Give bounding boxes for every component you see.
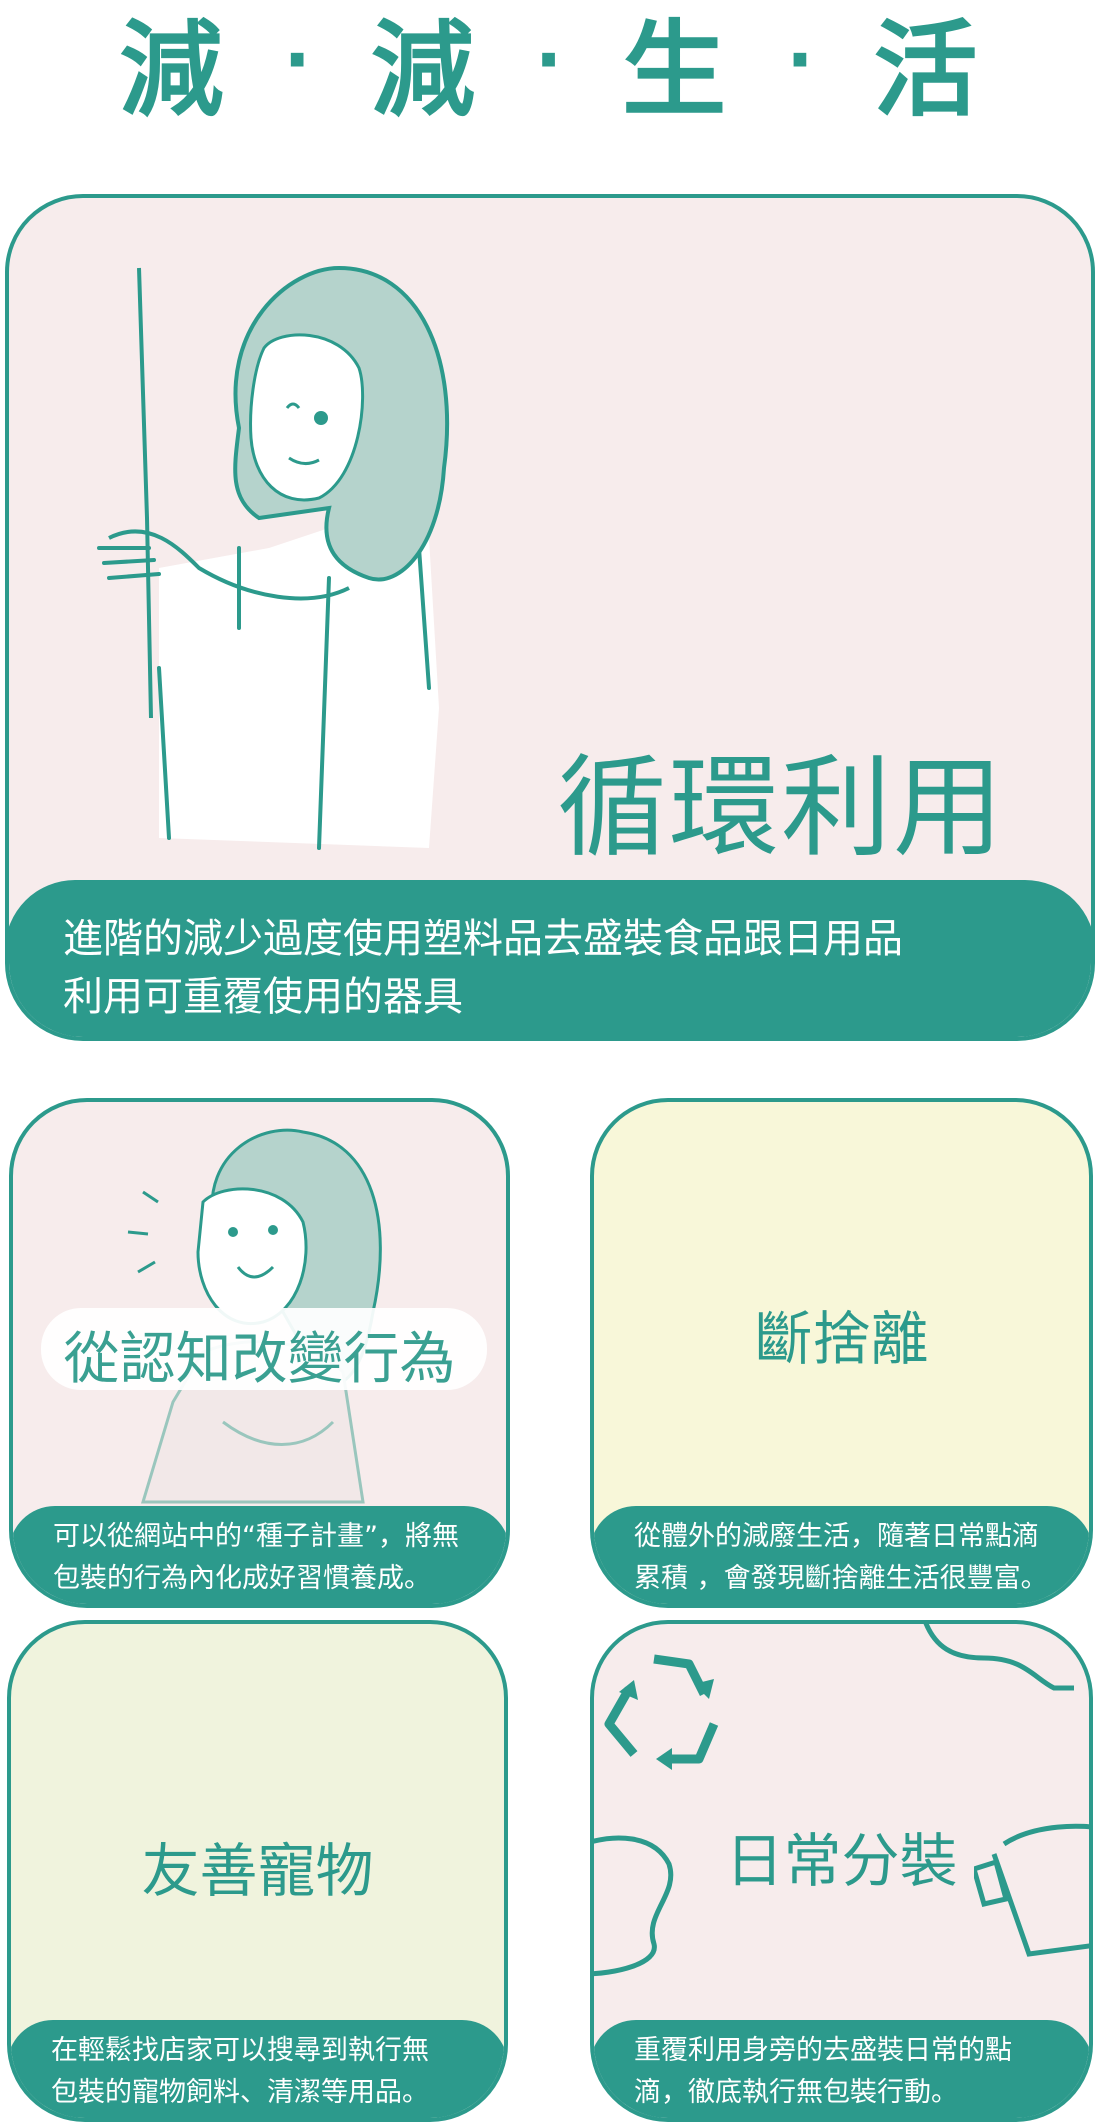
- title-char-4: 活: [873, 8, 980, 131]
- hero-description: 進階的減少過度使用塑料品去盛裝食品跟日用品 利用可重覆使用的器具: [63, 910, 1053, 1026]
- card-caption-line-1: 在輕鬆找店家可以搜尋到執行無: [51, 2035, 429, 2066]
- card-caption-line-1: 重覆利用身旁的去盛裝日常的點: [634, 2035, 1012, 2066]
- card-caption: 可以從網站中的“種子計畫”，將無 包裝的行為內化成好習慣養成。: [53, 1516, 490, 1600]
- title-char-1: 減: [119, 8, 226, 131]
- card-caption-line-2: 包裝的寵物飼料、清潔等用品。: [51, 2077, 429, 2108]
- title-separator-2: ·: [534, 18, 565, 102]
- card-caption: 從體外的減廢生活，隨著日常點滴 累積 ，會發現斷捨離生活很豐富。: [634, 1516, 1073, 1600]
- title-char-2: 減: [370, 8, 477, 131]
- card-caption-line-1: 從體外的減廢生活，隨著日常點滴: [634, 1521, 1039, 1552]
- title-char-3: 生: [622, 8, 729, 131]
- card-caption-line-2: 包裝的行為內化成好習慣養成。: [53, 1563, 431, 1594]
- hero-description-line-2: 利用可重覆使用的器具: [63, 974, 463, 1020]
- card-cognition[interactable]: 從認知改變行為 可以從網站中的“種子計畫”，將無 包裝的行為內化成好習慣養成。: [9, 1098, 510, 1608]
- hero-card[interactable]: 循環利用 進階的減少過度使用塑料品去盛裝食品跟日用品 利用可重覆使用的器具: [5, 194, 1095, 1041]
- card-caption-bar: 重覆利用身旁的去盛裝日常的點 滴，徹底執行無包裝行動。: [594, 2020, 1089, 2118]
- page-title: 減 · 減 · 生 · 活: [0, 0, 1099, 131]
- cup-illustration-icon: [974, 1823, 1089, 1957]
- card-label: 友善寵物: [141, 1837, 374, 1905]
- card-caption-bar: 在輕鬆找店家可以搜尋到執行無 包裝的寵物飼料、清潔等用品。: [11, 2020, 504, 2118]
- card-label: 斷捨離: [754, 1305, 929, 1373]
- card-caption-bar: 可以從網站中的“種子計畫”，將無 包裝的行為內化成好習慣養成。: [13, 1506, 506, 1604]
- card-caption: 重覆利用身旁的去盛裝日常的點 滴，徹底執行無包裝行動。: [634, 2030, 1073, 2114]
- woman-illustration-icon: [97, 265, 449, 850]
- card-caption: 在輕鬆找店家可以搜尋到執行無 包裝的寵物飼料、清潔等用品。: [51, 2030, 488, 2114]
- title-separator-1: ·: [283, 18, 313, 102]
- label-backdrop: [41, 1308, 487, 1390]
- card-caption-line-2: 滴，徹底執行無包裝行動。: [634, 2077, 958, 2108]
- card-label: 從認知改變行為: [63, 1327, 456, 1392]
- hero-description-bar: 進階的減少過度使用塑料品去盛裝食品跟日用品 利用可重覆使用的器具: [9, 880, 1091, 1037]
- card-decluttering[interactable]: 斷捨離 從體外的減廢生活，隨著日常點滴 累積 ，會發現斷捨離生活很豐富。: [590, 1098, 1093, 1608]
- card-caption-bar: 從體外的減廢生活，隨著日常點滴 累積 ，會發現斷捨離生活很豐富。: [594, 1506, 1089, 1604]
- card-label: 日常分裝: [725, 1827, 958, 1895]
- card-daily-refill[interactable]: 日常分裝 重覆利用身旁的去盛裝日常的點 滴，徹底執行無包裝行動。: [590, 1620, 1093, 2122]
- blob-decoration: [594, 1835, 674, 1977]
- card-caption-line-2: 累積 ，會發現斷捨離生活很豐富。: [634, 1563, 1048, 1594]
- card-caption-line-1: 可以從網站中的“種子計畫”，將無: [53, 1521, 459, 1552]
- title-separator-3: ·: [786, 18, 816, 102]
- recycle-icon: [604, 1654, 719, 1770]
- hero-description-line-1: 進階的減少過度使用塑料品去盛裝食品跟日用品: [63, 916, 903, 962]
- blob-decoration: [923, 1624, 1074, 1691]
- hero-headline: 循環利用: [557, 744, 1005, 872]
- card-pet-friendly[interactable]: 友善寵物 在輕鬆找店家可以搜尋到執行無 包裝的寵物飼料、清潔等用品。: [7, 1620, 508, 2122]
